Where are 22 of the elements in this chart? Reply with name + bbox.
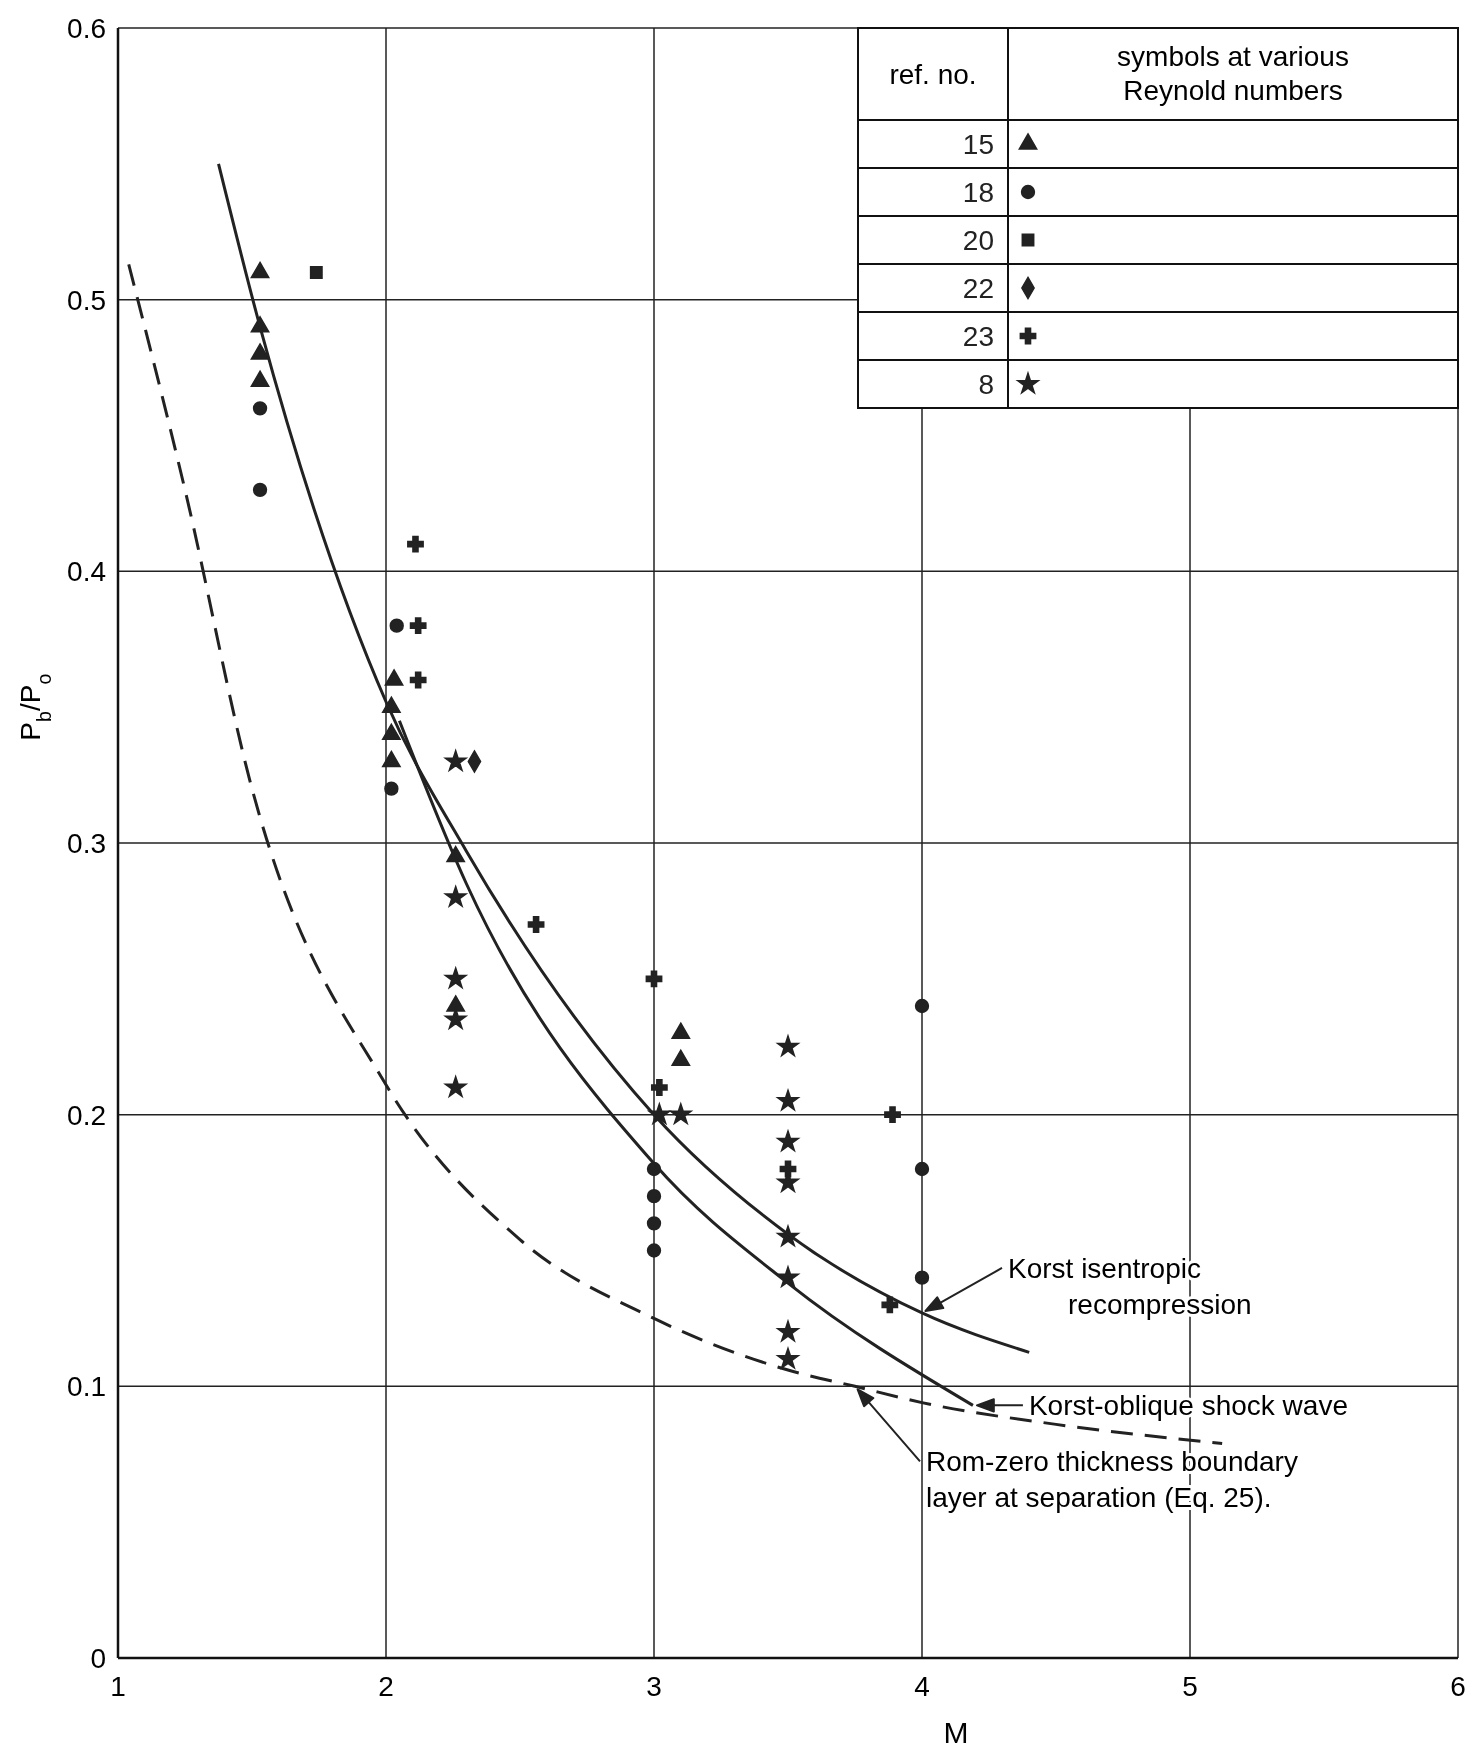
- legend-label: 18: [962, 177, 994, 208]
- x-tick-label: 3: [646, 1671, 662, 1702]
- legend-label: 20: [962, 225, 994, 256]
- y-tick-label: 0.2: [67, 1099, 106, 1131]
- x-tick-label: 2: [378, 1671, 394, 1702]
- y-tick-label: 0.1: [67, 1371, 106, 1403]
- annotation: ref. no.: [889, 59, 977, 90]
- y-tick-label: 0: [90, 1643, 106, 1674]
- x-tick-label: 5: [1182, 1671, 1198, 1702]
- legend-label: 23: [962, 321, 994, 352]
- x-axis-title: M: [943, 1716, 969, 1749]
- x-tick-label: 4: [914, 1671, 930, 1702]
- x-tick-label: 6: [1450, 1671, 1466, 1702]
- y-tick-label: 0.5: [67, 284, 106, 316]
- legend-label: 15: [962, 129, 994, 160]
- y-tick-label: 0.6: [67, 13, 106, 44]
- legend-label: 8: [978, 369, 994, 400]
- x-tick-label: 1: [110, 1671, 126, 1702]
- legend-title: symbols at various Reynold numbers: [1117, 41, 1349, 106]
- y-tick-label: 0.3: [67, 828, 106, 859]
- y-tick-label: 0.4: [67, 556, 106, 588]
- legend-label: 22: [962, 273, 994, 304]
